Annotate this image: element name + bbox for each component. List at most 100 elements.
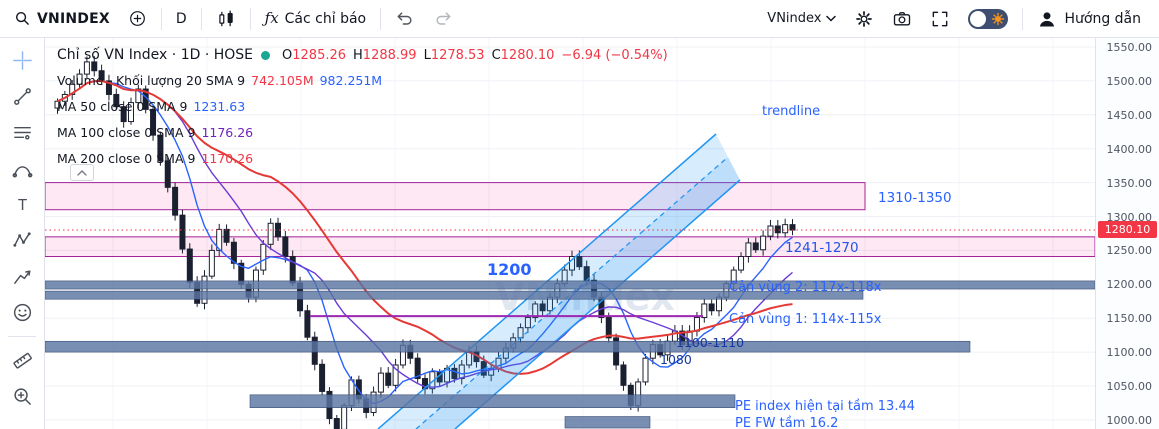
ma-50-line[interactable] [57, 80, 793, 405]
undo-button[interactable] [387, 4, 423, 34]
tool-pitchfork[interactable] [5, 152, 39, 185]
symbol-search-button[interactable]: VNINDEX [6, 5, 118, 32]
price-axis-label: 1550.00 [1106, 41, 1153, 54]
support-1193-1205[interactable] [45, 280, 1095, 290]
chart-annotation[interactable]: PE index hiện tại tầm 13.44 [735, 399, 915, 414]
sun-icon [991, 12, 1005, 26]
fullscreen-button[interactable] [922, 4, 958, 34]
support-1100-1116[interactable] [45, 340, 971, 353]
undo-icon [395, 9, 415, 29]
symbol-legend-row[interactable]: Chỉ số VN Index · 1D · HOSE O1285.26 H12… [57, 43, 668, 67]
price-axis-label: 1100.00 [1106, 346, 1153, 360]
chart-style-button[interactable] [208, 4, 244, 34]
svg-text:T: T [17, 197, 27, 214]
ma50-indicator-row[interactable]: MA 50 close 0 SMA 9 1231.63 [57, 93, 668, 119]
ma100-label: MA 100 close 0 SMA 9 [57, 124, 196, 140]
ma50-value: 1231.63 [193, 98, 246, 114]
price-axis-label: 1400.00 [1106, 142, 1153, 156]
indicators-fx-icon: ƒx [264, 9, 279, 27]
indicators-button[interactable]: ƒx Các chỉ báo [257, 6, 374, 32]
support-1178-1190[interactable] [45, 290, 864, 300]
layout-select-button[interactable]: VNindex [759, 6, 844, 31]
chart-annotation[interactable]: 1310-1350 [878, 190, 952, 206]
chart-annotation[interactable]: 1200 [487, 260, 532, 279]
change-value: −6.94 (−0.54%) [561, 47, 668, 63]
chart-annotation[interactable]: Cản vùng 2: 117x-118x [729, 280, 882, 295]
layout-caret-icon [826, 15, 837, 22]
guide-button[interactable]: Hướng dẫn [1029, 4, 1149, 34]
ma-200-line[interactable] [57, 80, 793, 375]
tool-horizontal-lines[interactable] [5, 116, 39, 149]
price-axis-label: 1500.00 [1106, 74, 1153, 88]
tool-xabcd-pattern[interactable] [5, 224, 39, 257]
compare-add-button[interactable] [120, 4, 155, 33]
volume-label: Volume - Khối lượng 20 SMA 9 [57, 72, 246, 88]
ma200-indicator-row[interactable]: MA 200 close 0 SMA 9 1170.26 [57, 145, 668, 171]
tool-crosshair[interactable] [5, 44, 39, 77]
candlesticks [54, 56, 796, 429]
volume-value: 742.105M [251, 72, 314, 88]
ma50-label: MA 50 close 0 SMA 9 [57, 98, 188, 114]
chart-area: VNIndextrendline1310-13501241-12701200Cả… [45, 38, 1095, 429]
high-value: 1288.99 [362, 47, 417, 63]
chart-canvas[interactable]: VNIndextrendline1310-13501241-12701200Cả… [45, 38, 1095, 429]
indicators-label: Các chỉ báo [284, 10, 367, 27]
tool-emoji[interactable] [5, 296, 39, 329]
price-axis-label: 1300.00 [1106, 210, 1153, 224]
chart-annotation[interactable]: 1080 [660, 352, 692, 367]
ma100-indicator-row[interactable]: MA 100 close 0 SMA 9 1176.26 [57, 119, 668, 145]
tool-trend-line[interactable] [5, 80, 39, 113]
ma200-label: MA 200 close 0 SMA 9 [57, 150, 196, 166]
chart-title: Chỉ số VN Index · 1D · HOSE [57, 47, 254, 63]
last-price-label: 1280.10 [1098, 220, 1157, 238]
chart-annotation[interactable]: trendline [762, 104, 820, 119]
timeframe-button[interactable]: D [168, 6, 195, 32]
horizontal-lines-icon [11, 121, 34, 144]
price-axis-label: 1000.00 [1106, 413, 1153, 427]
ma-100-line[interactable] [57, 80, 793, 388]
chart-legend: Chỉ số VN Index · 1D · HOSE O1285.26 H12… [57, 43, 668, 171]
price-axis-label: 1350.00 [1106, 176, 1153, 190]
screenshot-button[interactable] [884, 4, 920, 34]
open-value: 1285.26 [292, 47, 347, 63]
support-1018-1037[interactable] [249, 394, 736, 408]
price-axis-label: 1150.00 [1106, 312, 1153, 326]
chart-annotation[interactable]: 1241-1270 [785, 240, 859, 256]
ma100-value: 1176.26 [201, 124, 254, 140]
legend-collapse-button[interactable] [70, 164, 94, 181]
symbol-name: VNINDEX [37, 10, 110, 27]
redo-button[interactable] [425, 4, 461, 34]
tool-text[interactable]: T [5, 188, 39, 221]
price-axis-label: 1050.00 [1106, 380, 1153, 393]
resistance-zone-1310-1350[interactable] [45, 182, 866, 211]
ma200-value: 1170.26 [201, 150, 254, 166]
price-axis[interactable]: 1550.00 1500.00 1450.00 1400.00 1350.00 1300.… [1095, 38, 1159, 429]
ohlc-values: O1285.26 H1288.99 L1278.53 C1280.10 −6.9… [282, 47, 668, 63]
tool-forecast[interactable] [5, 260, 39, 293]
fullscreen-icon [930, 9, 950, 29]
ruler-icon [11, 349, 34, 372]
pitchfork-icon [11, 157, 34, 180]
chart-style-icon [216, 9, 236, 29]
layout-name: VNindex [767, 11, 822, 26]
toolbar-divider [1022, 7, 1024, 30]
text-icon: T [11, 193, 34, 216]
price-axis-label: 1450.00 [1106, 108, 1153, 122]
chevron-up-icon [77, 169, 87, 176]
tool-ruler[interactable] [5, 344, 39, 377]
tool-zoom-in[interactable] [5, 380, 39, 413]
theme-toggle[interactable] [968, 8, 1009, 29]
chart-annotation[interactable]: PE FW tầm 16.2 [735, 416, 838, 429]
settings-button[interactable] [846, 4, 882, 34]
price-axis-label: 1250.00 [1106, 244, 1153, 258]
xabcd-pattern-icon [11, 229, 34, 252]
chart-annotation[interactable]: Cản vùng 1: 114x-115x [729, 312, 882, 327]
volume-indicator-row[interactable]: Volume - Khối lượng 20 SMA 9 742.105M 98… [57, 67, 668, 93]
price-axis-label: 1200.00 [1106, 278, 1153, 292]
redo-icon [433, 9, 453, 29]
guide-label: Hướng dẫn [1064, 10, 1141, 27]
market-status-dot [261, 50, 271, 60]
resistance-zone-1241-1270[interactable] [45, 236, 1095, 258]
support-988-1005[interactable] [564, 416, 651, 429]
chart-annotation[interactable]: 1100-1110 [676, 335, 744, 350]
